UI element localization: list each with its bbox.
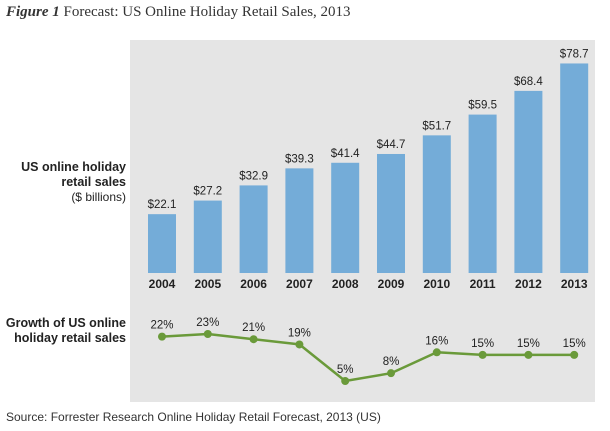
growth-value-label-2009: 8%	[383, 356, 400, 368]
growth-point-2012	[524, 350, 533, 359]
growth-value-label-2013: 15%	[563, 338, 586, 350]
bar-value-label-2012: $68.4	[514, 76, 543, 88]
growth-value-label-2004: 22%	[150, 320, 173, 332]
bar-value-label-2008: $41.4	[331, 148, 360, 160]
growth-point-2005	[203, 330, 212, 338]
growth-value-label-2007: 19%	[288, 327, 311, 339]
bar-chart-unit: ($ billions)	[71, 190, 126, 204]
bar-2009	[377, 153, 405, 273]
bar-2013	[560, 63, 589, 274]
bar-value-label-2010: $51.7	[422, 120, 451, 132]
bar-value-label-2007: $39.3	[285, 153, 314, 165]
figure-title-text: Forecast: US Online Holiday Retail Sales…	[63, 4, 351, 20]
growth-point-2008	[341, 377, 350, 385]
bar-2010	[422, 135, 451, 273]
source-note: Source: Forrester Research Online Holida…	[6, 410, 381, 424]
x-tick-label-2013: 2013	[561, 277, 588, 291]
bar-2008	[331, 162, 360, 273]
growth-point-2009	[387, 369, 395, 378]
bar-2005	[193, 200, 222, 273]
growth-value-label-2012: 15%	[517, 338, 540, 350]
bar-value-label-2011: $59.5	[468, 100, 497, 112]
bar-2004	[148, 214, 176, 273]
bar-chart-title: US online holiday retail sales	[21, 160, 126, 189]
growth-value-label-2006: 21%	[242, 322, 265, 334]
bar-value-label-2006: $32.9	[239, 170, 268, 182]
growth-value-label-2008: 5%	[337, 364, 354, 376]
figure-number: Figure 1	[6, 4, 60, 20]
x-tick-label-2004: 2004	[149, 277, 176, 291]
x-tick-label-2009: 2009	[378, 277, 405, 291]
bar-2011	[468, 114, 497, 273]
line-chart-title: Growth of US online holiday retail sales	[5, 316, 126, 345]
bar-value-label-2004: $22.1	[148, 199, 177, 211]
growth-value-label-2010: 16%	[425, 335, 448, 347]
growth-value-label-2011: 15%	[471, 338, 494, 350]
bar-value-label-2009: $44.7	[377, 139, 406, 151]
growth-line	[161, 332, 575, 383]
x-tick-label-2008: 2008	[332, 277, 359, 291]
growth-point-2013	[570, 350, 579, 359]
growth-point-2010	[432, 348, 441, 357]
x-tick-label-2010: 2010	[423, 277, 450, 291]
growth-point-2011	[478, 350, 487, 359]
growth-value-label-2005: 23%	[196, 317, 219, 329]
bar-value-label-2013: $78.7	[560, 48, 589, 60]
x-tick-label-2007: 2007	[286, 277, 313, 291]
growth-point-2007	[295, 340, 304, 349]
bar-value-label-2005: $27.2	[193, 186, 222, 198]
x-tick-label-2005: 2005	[194, 277, 221, 291]
growth-point-2006	[249, 335, 258, 344]
growth-point-2004	[158, 332, 166, 341]
x-tick-label-2011: 2011	[470, 277, 496, 291]
bar-2006	[239, 185, 268, 273]
x-tick-label-2012: 2012	[515, 277, 542, 291]
line-chart-label: Growth of US online holiday retail sales	[0, 316, 126, 346]
figure-title: Figure 1 Forecast: US Online Holiday Ret…	[6, 4, 351, 21]
x-tick-label-2006: 2006	[240, 277, 267, 291]
bar-chart-label: US online holiday retail sales ($ billio…	[0, 160, 126, 205]
bar-2012	[514, 90, 543, 273]
bar-2007	[285, 168, 314, 273]
